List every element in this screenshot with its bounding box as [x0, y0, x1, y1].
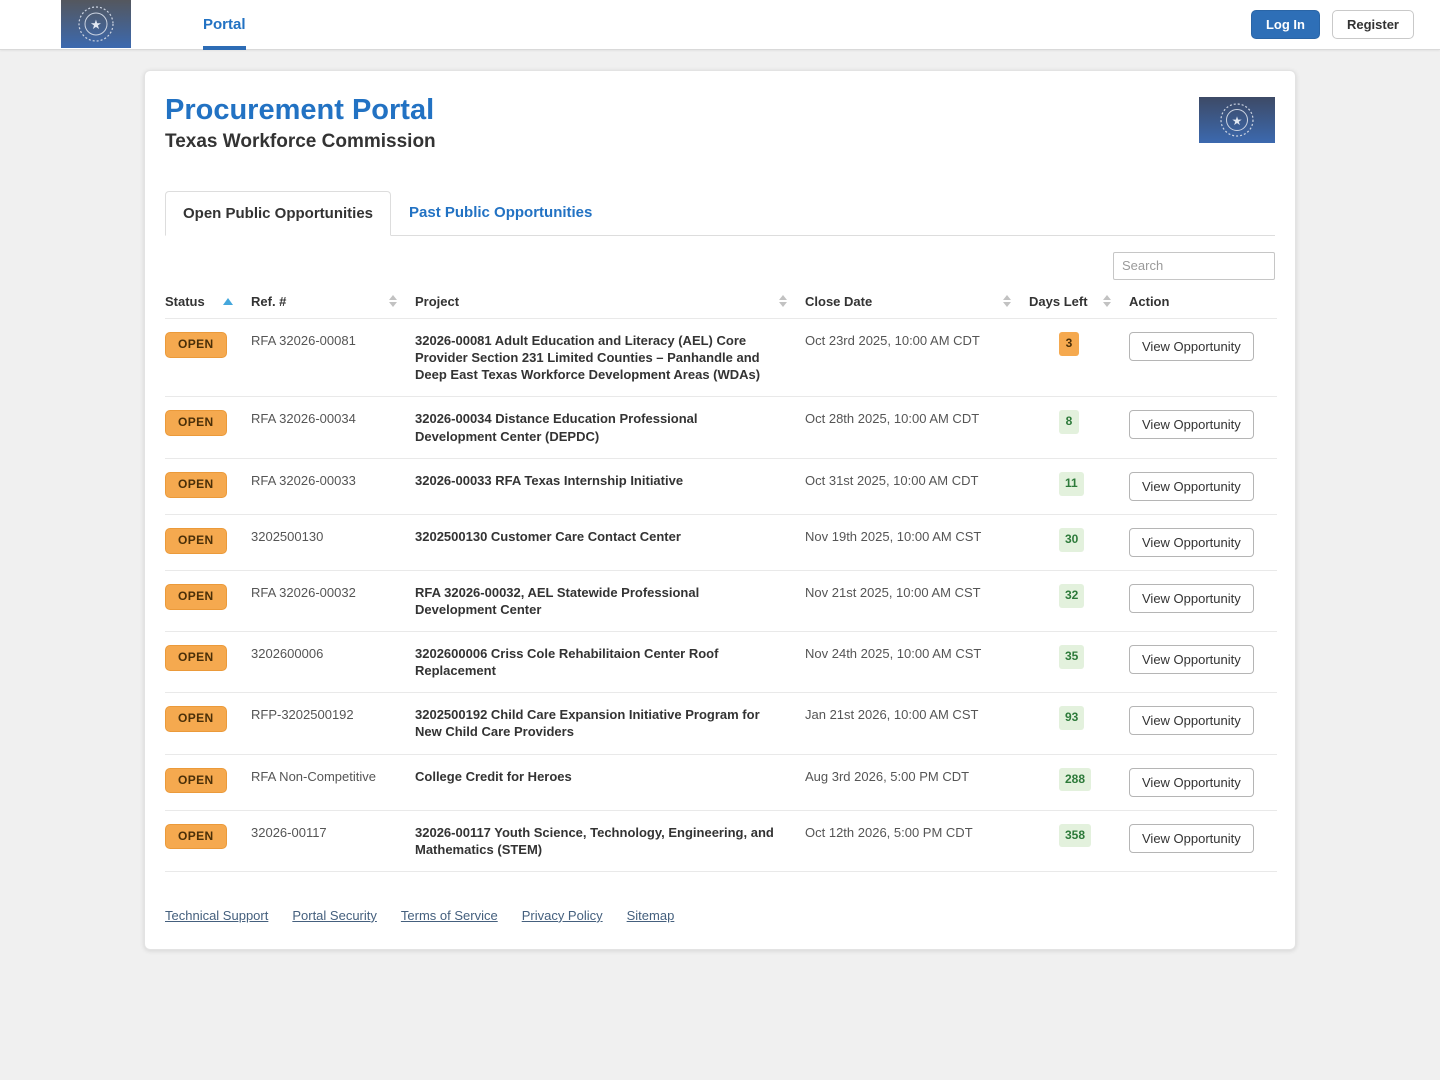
status-badge: OPEN	[165, 410, 227, 437]
status-badge: OPEN	[165, 823, 227, 850]
opportunities-table-body: OPEN RFA 32026-00081 32026-00081 Adult E…	[165, 318, 1277, 872]
project-name: 3202600006 Criss Cole Rehabilitaion Cent…	[415, 645, 719, 679]
project-name: 32026-00034 Distance Education Professio…	[415, 411, 698, 444]
close-date: Oct 23rd 2025, 10:00 AM CDT	[805, 332, 980, 348]
status-badge: OPEN	[165, 527, 227, 554]
days-left-badge: 358	[1059, 823, 1092, 848]
sort-icon	[779, 295, 787, 308]
table-header-row: Status Ref. # Project Close Date Day	[165, 288, 1277, 319]
ref-number: 3202600006	[251, 645, 324, 661]
days-left-badge: 8	[1059, 410, 1079, 435]
close-date: Nov 24th 2025, 10:00 AM CST	[805, 645, 982, 661]
ref-number: RFA 32026-00081	[251, 332, 356, 348]
project-name: 3202500130 Customer Care Contact Center	[415, 528, 681, 544]
close-date: Nov 19th 2025, 10:00 AM CST	[805, 528, 982, 544]
status-badge: OPEN	[165, 471, 227, 498]
twc-seal-image: ★	[1199, 97, 1275, 143]
tab-open-public-opportunities[interactable]: Open Public Opportunities	[165, 190, 392, 236]
close-date: Nov 21st 2025, 10:00 AM CST	[805, 584, 981, 600]
nav-item-portal[interactable]: Portal	[203, 0, 246, 50]
ref-number: RFA 32026-00033	[251, 472, 356, 488]
view-opportunity-button[interactable]: View Opportunity	[1129, 331, 1254, 361]
ref-number: RFA 32026-00032	[251, 584, 356, 600]
column-header-ref[interactable]: Ref. #	[251, 288, 415, 319]
svg-text:★: ★	[90, 17, 102, 32]
table-row: OPEN RFA 32026-00034 32026-00034 Distanc…	[165, 396, 1277, 458]
view-opportunity-button[interactable]: View Opportunity	[1129, 583, 1254, 613]
column-header-days-left[interactable]: Days Left	[1029, 288, 1129, 319]
footer-link[interactable]: Privacy Policy	[521, 907, 603, 923]
project-name: 3202500192 Child Care Expansion Initiati…	[415, 707, 760, 740]
table-row: OPEN RFA 32026-00081 32026-00081 Adult E…	[165, 318, 1277, 396]
project-name: RFA 32026-00032, AEL Statewide Professio…	[415, 584, 700, 617]
log-in-button[interactable]: Log In	[1250, 10, 1320, 39]
view-opportunity-button[interactable]: View Opportunity	[1129, 706, 1254, 736]
ref-number: 3202500130	[251, 528, 324, 544]
table-row: OPEN 32026-00117 32026-00117 Youth Scien…	[165, 810, 1277, 872]
view-opportunity-button[interactable]: View Opportunity	[1129, 527, 1254, 557]
ref-number: RFA Non-Competitive	[251, 768, 376, 784]
close-date: Aug 3rd 2026, 5:00 PM CDT	[805, 768, 970, 784]
days-left-badge: 288	[1059, 767, 1092, 792]
project-name: 32026-00033 RFA Texas Internship Initiat…	[415, 472, 684, 488]
table-row: OPEN 3202600006 3202600006 Criss Cole Re…	[165, 631, 1277, 692]
view-opportunity-button[interactable]: View Opportunity	[1129, 767, 1254, 797]
days-left-badge: 3	[1059, 331, 1079, 356]
status-badge: OPEN	[165, 706, 227, 733]
footer-link[interactable]: Portal Security	[292, 907, 377, 923]
sort-ascending-icon	[223, 297, 233, 305]
close-date: Oct 28th 2025, 10:00 AM CDT	[805, 411, 980, 427]
ref-number: 32026-00117	[251, 824, 327, 840]
status-badge: OPEN	[165, 767, 227, 794]
footer-link[interactable]: Sitemap	[626, 907, 675, 923]
column-header-action: Action	[1129, 293, 1170, 309]
status-badge: OPEN	[165, 331, 227, 358]
opportunities-table: Status Ref. # Project Close Date Day	[165, 288, 1277, 872]
page-subtitle: Texas Workforce Commission	[165, 130, 436, 152]
project-name: 32026-00081 Adult Education and Literacy…	[415, 332, 761, 383]
project-name: 32026-00117 Youth Science, Technology, E…	[415, 824, 774, 857]
days-left-badge: 30	[1059, 527, 1085, 552]
table-row: OPEN 3202500130 3202500130 Customer Care…	[165, 514, 1277, 570]
days-left-badge: 35	[1059, 644, 1085, 669]
sort-icon	[389, 295, 397, 308]
search-input[interactable]	[1113, 251, 1275, 280]
svg-text:★: ★	[1232, 114, 1243, 128]
view-opportunity-button[interactable]: View Opportunity	[1129, 823, 1254, 853]
footer-link[interactable]: Technical Support	[165, 907, 269, 923]
table-row: OPEN RFA 32026-00032 RFA 32026-00032, AE…	[165, 570, 1277, 631]
sort-icon	[1103, 295, 1111, 308]
page-title: Procurement Portal	[165, 94, 435, 126]
card-header: Procurement Portal Texas Workforce Commi…	[165, 94, 1275, 153]
status-badge: OPEN	[165, 644, 227, 671]
tab-bar: Open Public Opportunities Past Public Op…	[165, 190, 1275, 236]
close-date: Jan 21st 2026, 10:00 AM CST	[805, 707, 979, 723]
view-opportunity-button[interactable]: View Opportunity	[1129, 471, 1254, 501]
close-date: Oct 31st 2025, 10:00 AM CDT	[805, 472, 979, 488]
footer-link[interactable]: Terms of Service	[400, 907, 498, 923]
procurement-portal-card: Procurement Portal Texas Workforce Commi…	[144, 70, 1296, 950]
ref-number: RFP-3202500192	[251, 707, 354, 723]
column-header-project[interactable]: Project	[415, 288, 805, 319]
view-opportunity-button[interactable]: View Opportunity	[1129, 644, 1254, 674]
table-row: OPEN RFA 32026-00033 32026-00033 RFA Tex…	[165, 458, 1277, 514]
days-left-badge: 11	[1059, 471, 1084, 496]
top-navbar: ★ Portal Log In Register	[0, 0, 1440, 50]
sort-icon	[1003, 295, 1011, 308]
register-button[interactable]: Register	[1331, 10, 1414, 39]
status-badge: OPEN	[165, 583, 227, 610]
days-left-badge: 93	[1059, 706, 1085, 731]
table-row: OPEN RFA Non-Competitive College Credit …	[165, 754, 1277, 810]
table-row: OPEN RFP-3202500192 3202500192 Child Car…	[165, 692, 1277, 754]
project-name: College Credit for Heroes	[415, 768, 572, 784]
column-header-close-date[interactable]: Close Date	[805, 288, 1029, 319]
footer-links: Technical Support Portal Security Terms of…	[165, 908, 1275, 923]
tab-past-public-opportunities[interactable]: Past Public Opportunities	[409, 203, 593, 221]
close-date: Oct 12th 2026, 5:00 PM CDT	[805, 824, 973, 840]
view-opportunity-button[interactable]: View Opportunity	[1129, 410, 1254, 440]
ref-number: RFA 32026-00034	[251, 411, 356, 427]
days-left-badge: 32	[1059, 583, 1085, 608]
twc-logo[interactable]: ★	[61, 0, 131, 48]
column-header-status[interactable]: Status	[165, 288, 251, 319]
